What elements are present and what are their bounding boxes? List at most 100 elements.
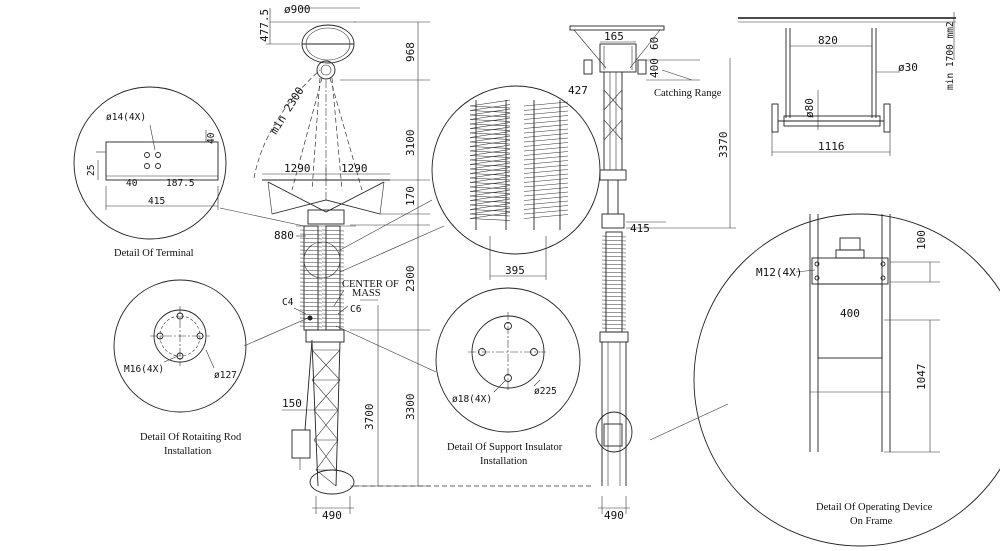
shed-detail-line	[469, 123, 511, 127]
shed-detail-line	[523, 101, 569, 107]
dim-wheel-diameter: ø80	[803, 98, 816, 118]
insulator-shed	[601, 271, 627, 274]
terminal-hole: ø14(4X)	[106, 112, 146, 123]
insulator-shed	[601, 247, 627, 250]
dim-base-right: 490	[604, 509, 624, 522]
insulator-shed	[601, 315, 627, 318]
dim-170: 170	[404, 186, 417, 206]
insulator-shed	[601, 255, 627, 258]
shed-detail-line	[523, 115, 569, 120]
insulator-shed	[299, 233, 323, 236]
shed-detail-line	[469, 108, 511, 116]
insulator-shed	[321, 305, 345, 308]
shed-detail-line	[469, 198, 511, 206]
shed-detail-line	[469, 119, 511, 122]
dim-clamp-width: 165	[604, 30, 624, 43]
dim-frame-width: 820	[818, 34, 838, 47]
insulator-shed	[321, 313, 345, 316]
insulator-shed	[321, 229, 345, 232]
terminal-25: 25	[86, 165, 97, 176]
insulator-shed	[299, 285, 323, 288]
insulator-shed	[321, 269, 345, 272]
insulator-shed	[601, 251, 627, 254]
dim-880: 880	[274, 229, 294, 242]
dim-150: 150	[282, 397, 302, 410]
shed-detail-line	[469, 162, 511, 170]
shed-detail-line	[523, 133, 569, 138]
shed-detail-line	[469, 167, 511, 174]
insulator-shed	[321, 301, 345, 304]
shed-detail-line	[469, 155, 511, 158]
shed-detail-line	[523, 142, 569, 147]
insulator-shed	[299, 269, 323, 272]
insulator-shed	[299, 237, 323, 240]
shed-detail-line	[469, 150, 511, 154]
terminal-caption: Detail Of Terminal	[114, 248, 194, 259]
insulator-shed	[321, 277, 345, 280]
insulator-shed	[321, 249, 345, 252]
shed-detail-line	[469, 185, 511, 192]
insulator-shed	[601, 319, 627, 322]
shed-detail-line	[523, 124, 569, 129]
shed-detail-line	[469, 105, 511, 109]
shed-detail-line	[523, 209, 569, 215]
trolley-frame-view	[738, 12, 956, 156]
shed-detail-line	[469, 209, 511, 212]
dim-op-100: 100	[915, 230, 928, 250]
insulator-shed	[299, 261, 323, 264]
dim-span-left: 1290	[284, 162, 311, 175]
insulator-shed	[601, 279, 627, 282]
shed-detail-line	[469, 171, 511, 179]
dim-op-bolt: M12(4X)	[756, 266, 802, 279]
insulator-shed	[321, 325, 345, 328]
label-center-of-mass: CENTER OF MASS	[342, 279, 402, 299]
shed-detail-line	[523, 128, 569, 134]
detail-support-insulator	[335, 287, 581, 433]
shed-detail-line	[523, 205, 569, 210]
terminal-40: 40	[126, 178, 138, 189]
shed-detail-line	[469, 218, 511, 221]
label-c6: C6	[350, 304, 362, 315]
dim-top-diameter: ø900	[284, 3, 311, 16]
operating-caption-1: Detail Of Operating Device	[816, 502, 933, 513]
insulator-shed	[299, 305, 323, 308]
shed-detail-line	[523, 200, 569, 206]
terminal-40-top: 40	[206, 132, 217, 144]
insulator-shed	[601, 299, 627, 302]
insulator-shed	[299, 241, 323, 244]
label-c4: C4	[282, 297, 294, 308]
shed-detail-line	[523, 119, 569, 125]
rod-diameter: ø127	[214, 370, 237, 381]
shed-detail-line	[523, 173, 569, 179]
shed-detail-line	[523, 196, 569, 201]
insulator-shed	[321, 309, 345, 312]
shed-detail-line	[469, 117, 511, 125]
shed-detail-line	[469, 149, 511, 156]
dim-base-left: 490	[322, 509, 342, 522]
insulator-shed	[321, 261, 345, 264]
shed-detail-line	[523, 191, 569, 197]
dim-3100: 3100	[404, 130, 417, 157]
dimension-labels: ø900 477.5 968 min 2300 3100 1290 1290 1…	[258, 3, 956, 522]
insulator-shed	[601, 295, 627, 298]
insulator-shed	[299, 245, 323, 248]
side-view-disconnector	[569, 25, 736, 514]
dim-min-2300: min 2300	[268, 85, 307, 137]
support-hole: ø18(4X)	[452, 394, 492, 405]
shed-detail-line	[469, 110, 511, 113]
dim-3700: 3700	[363, 404, 376, 431]
shed-detail-line	[469, 203, 511, 210]
detail-rotating-rod	[113, 279, 309, 413]
label-catching-range: Catching Range	[654, 88, 722, 99]
dim-rod-diameter: ø30	[898, 61, 918, 74]
insulator-shed	[299, 301, 323, 304]
rod-caption-1: Detail Of Rotaiting Rod	[140, 432, 242, 443]
front-view-disconnector	[253, 7, 430, 514]
insulator-shed	[321, 257, 345, 260]
insulator-shed	[601, 263, 627, 266]
dim-insulator-width: 395	[505, 264, 525, 277]
insulator-shed	[601, 303, 627, 306]
shed-detail-line	[523, 164, 569, 170]
shed-detail-line	[469, 140, 511, 147]
operating-detail-labels: Detail Of Operating Device On Frame	[816, 502, 933, 527]
